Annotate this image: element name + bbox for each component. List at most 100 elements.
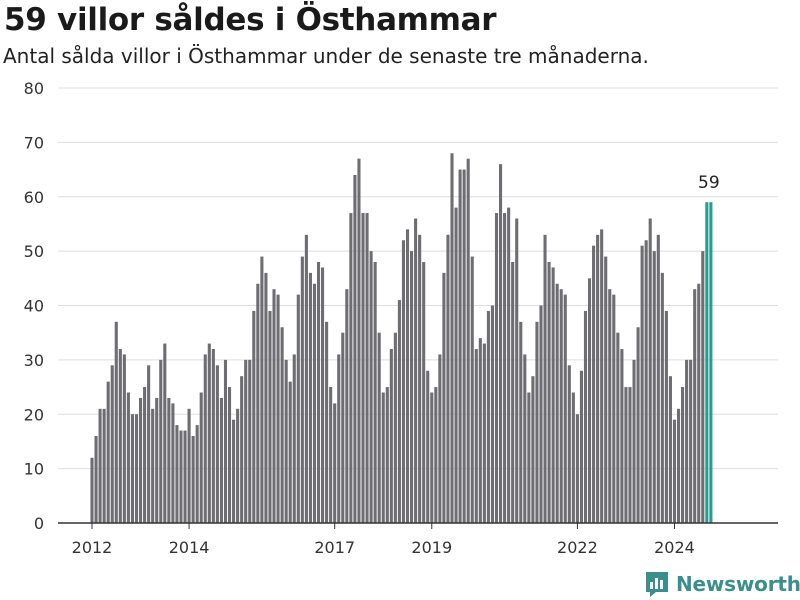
bar — [689, 359, 693, 523]
y-tick-label: 0 — [34, 514, 44, 533]
bar — [171, 403, 175, 523]
bar — [462, 169, 466, 523]
bar — [527, 392, 531, 523]
bar — [288, 381, 292, 523]
bar — [616, 332, 620, 523]
bar — [575, 414, 579, 523]
bar — [474, 349, 478, 523]
bar — [583, 310, 588, 523]
bar — [454, 207, 458, 523]
bar — [312, 283, 317, 523]
bar — [385, 387, 389, 523]
bar — [98, 408, 102, 523]
bar — [410, 251, 414, 523]
bar — [329, 387, 333, 523]
bar — [377, 332, 381, 523]
bar — [292, 354, 296, 523]
bar — [466, 158, 470, 523]
bar — [264, 272, 268, 523]
bar — [600, 229, 604, 523]
bar — [587, 278, 592, 523]
bar — [668, 376, 672, 523]
bar-chart-speech-icon — [646, 572, 668, 597]
bar — [102, 408, 106, 523]
bar — [138, 397, 143, 523]
bar — [507, 207, 511, 523]
bar — [272, 289, 276, 523]
bar — [531, 376, 535, 523]
bar — [373, 262, 377, 523]
bar — [296, 294, 300, 523]
bar — [405, 229, 410, 523]
bar — [543, 234, 547, 523]
bar — [369, 251, 373, 523]
bar — [519, 321, 523, 523]
bar — [681, 387, 685, 523]
bar — [389, 349, 393, 523]
bar — [628, 387, 632, 523]
bar — [159, 359, 163, 523]
bar — [256, 283, 260, 523]
bar — [515, 218, 519, 523]
bar — [147, 365, 151, 523]
chart-title: 59 villor såldes i Östhammar — [4, 2, 497, 38]
bar — [660, 272, 664, 523]
bar — [551, 267, 555, 523]
highlight-value-label: 59 — [698, 173, 720, 193]
bar — [106, 381, 110, 523]
x-tick-label: 2012 — [72, 538, 113, 557]
bar — [179, 430, 183, 523]
bar — [523, 354, 527, 523]
bar — [490, 305, 495, 523]
bar — [511, 262, 515, 523]
bar — [482, 343, 486, 523]
bar — [596, 234, 600, 523]
bar — [446, 234, 450, 523]
y-tick-label: 30 — [24, 351, 44, 370]
bar — [478, 338, 482, 523]
bar — [215, 365, 219, 523]
bar — [195, 425, 199, 523]
bar — [333, 403, 337, 523]
bar — [640, 245, 644, 523]
bar — [547, 262, 551, 523]
bar — [345, 289, 349, 523]
bar — [604, 256, 608, 523]
bar — [365, 213, 369, 523]
bar — [414, 218, 418, 523]
bar — [207, 343, 211, 523]
bar — [656, 234, 660, 523]
bar — [620, 349, 624, 523]
bar — [321, 267, 325, 523]
x-tick-label: 2022 — [557, 538, 598, 557]
bar — [219, 397, 223, 523]
bar — [341, 332, 345, 523]
bar — [349, 213, 353, 523]
bar — [539, 305, 543, 523]
y-tick-label: 60 — [24, 188, 44, 207]
bar — [244, 359, 248, 523]
bar — [211, 349, 215, 523]
bar — [357, 158, 361, 523]
bar — [693, 289, 697, 523]
bar — [304, 234, 308, 523]
bar — [252, 310, 256, 523]
bar — [227, 387, 232, 523]
bar — [134, 414, 139, 523]
bar — [155, 397, 159, 523]
bar — [426, 370, 430, 523]
bar — [260, 256, 264, 523]
bar — [701, 251, 705, 523]
bar — [248, 359, 252, 523]
bar — [187, 408, 191, 523]
bar — [612, 294, 616, 523]
bar — [361, 213, 365, 523]
bar — [422, 262, 426, 523]
bar — [470, 256, 474, 523]
y-tick-label: 40 — [24, 297, 44, 316]
brand-logo: Newsworthy — [644, 570, 800, 598]
bar — [450, 153, 454, 523]
y-tick-label: 50 — [24, 242, 44, 261]
bar — [559, 289, 563, 523]
